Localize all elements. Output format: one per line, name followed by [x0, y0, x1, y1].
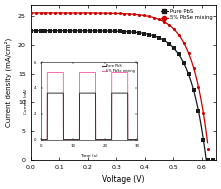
Point [49, 11, 52, 14]
Point [113, 12, 116, 15]
Point [44, 11, 47, 14]
Point [53, 29, 57, 32]
Point [162, 39, 166, 42]
Point [53, 11, 57, 14]
Point [98, 29, 101, 32]
Point [172, 28, 175, 31]
Point [128, 12, 131, 15]
Point [142, 32, 146, 35]
Point [167, 23, 171, 26]
Point [162, 20, 166, 23]
Point [113, 30, 116, 33]
Point [192, 88, 195, 91]
Point [187, 73, 190, 76]
Point [108, 12, 111, 15]
Point [182, 61, 185, 64]
Point [207, 158, 210, 161]
Point [192, 66, 195, 69]
Point [187, 52, 190, 55]
Point [152, 34, 156, 37]
Point [59, 11, 62, 14]
Point [29, 29, 32, 32]
Point [44, 29, 47, 32]
Point [68, 29, 72, 32]
Point [39, 29, 42, 32]
Point [59, 29, 62, 32]
Point [157, 36, 161, 39]
Point [211, 158, 215, 161]
Point [63, 11, 67, 14]
Point [78, 11, 82, 14]
Point [118, 12, 121, 15]
Point [137, 31, 141, 34]
Point [202, 112, 205, 115]
Point [172, 47, 175, 50]
Point [29, 11, 32, 14]
Point [73, 11, 77, 14]
Point [78, 29, 82, 32]
Point [133, 13, 136, 16]
Legend: Pure PbS, 5% PbSe mixing: Pure PbS, 5% PbSe mixing [160, 8, 213, 22]
Point [177, 33, 181, 36]
X-axis label: Voltage (V): Voltage (V) [102, 175, 145, 184]
Point [103, 12, 107, 15]
Point [177, 53, 181, 56]
Point [93, 29, 97, 32]
Point [34, 29, 37, 32]
Point [137, 13, 141, 16]
Point [142, 14, 146, 17]
Point [147, 33, 151, 36]
Y-axis label: Current density (mA/cm²): Current density (mA/cm²) [5, 38, 12, 127]
Point [88, 12, 92, 15]
Point [202, 138, 205, 141]
Point [152, 16, 156, 19]
Point [39, 11, 42, 14]
Point [83, 12, 87, 15]
Point [63, 29, 67, 32]
Point [123, 30, 126, 33]
Point [207, 148, 210, 151]
Point [83, 29, 87, 32]
Point [118, 30, 121, 33]
Point [167, 42, 171, 45]
Point [147, 15, 151, 18]
Point [123, 12, 126, 15]
Point [88, 29, 92, 32]
Point [197, 110, 200, 113]
Point [108, 29, 111, 33]
Point [211, 158, 215, 161]
Point [103, 29, 107, 33]
Point [73, 29, 77, 32]
Point [98, 12, 101, 15]
Point [68, 11, 72, 14]
Point [157, 18, 161, 21]
Point [197, 85, 200, 88]
Point [93, 12, 97, 15]
Point [182, 41, 185, 44]
Point [34, 11, 37, 14]
Point [49, 29, 52, 32]
Point [128, 30, 131, 33]
Point [133, 31, 136, 34]
